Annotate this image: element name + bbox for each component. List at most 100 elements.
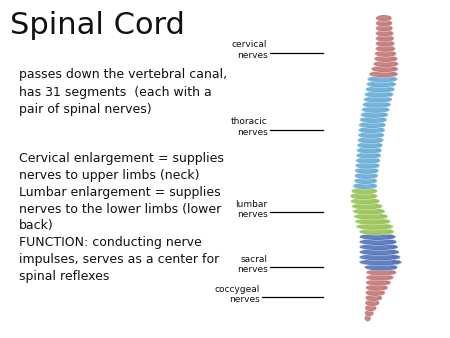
Ellipse shape (375, 45, 395, 52)
Ellipse shape (378, 296, 382, 300)
Ellipse shape (361, 106, 390, 113)
Ellipse shape (386, 230, 394, 234)
Ellipse shape (375, 50, 396, 57)
Ellipse shape (391, 255, 400, 259)
Ellipse shape (364, 91, 394, 98)
Ellipse shape (362, 101, 391, 108)
Ellipse shape (374, 55, 398, 62)
Ellipse shape (383, 107, 389, 112)
Ellipse shape (373, 199, 379, 203)
Ellipse shape (379, 128, 385, 132)
Ellipse shape (359, 122, 386, 128)
Ellipse shape (371, 194, 377, 198)
Ellipse shape (382, 285, 388, 290)
Ellipse shape (351, 188, 378, 194)
Ellipse shape (375, 35, 394, 42)
Ellipse shape (360, 112, 388, 118)
Ellipse shape (355, 167, 379, 174)
Ellipse shape (380, 290, 385, 295)
Ellipse shape (390, 250, 399, 254)
Ellipse shape (391, 46, 395, 51)
Ellipse shape (358, 127, 385, 134)
Ellipse shape (365, 289, 385, 296)
Ellipse shape (359, 259, 402, 266)
Ellipse shape (387, 92, 393, 97)
Ellipse shape (375, 40, 395, 47)
Ellipse shape (369, 71, 398, 77)
Ellipse shape (391, 51, 396, 56)
Ellipse shape (351, 203, 382, 210)
Ellipse shape (389, 245, 398, 249)
Ellipse shape (392, 56, 397, 61)
Ellipse shape (366, 279, 391, 286)
Ellipse shape (359, 244, 398, 250)
Ellipse shape (354, 213, 388, 220)
Ellipse shape (350, 193, 378, 199)
Ellipse shape (357, 142, 383, 149)
Ellipse shape (355, 162, 380, 169)
Ellipse shape (390, 77, 397, 81)
Ellipse shape (373, 173, 378, 178)
Ellipse shape (384, 102, 391, 107)
Ellipse shape (378, 209, 385, 214)
Text: lumbar
nerves: lumbar nerves (235, 199, 267, 219)
Text: Cervical enlargement = supplies
nerves to upper limbs (neck)
Lumbar enlargement : Cervical enlargement = supplies nerves t… (19, 152, 224, 283)
Ellipse shape (359, 254, 400, 261)
Ellipse shape (353, 208, 385, 215)
Ellipse shape (356, 152, 381, 159)
Ellipse shape (369, 316, 371, 320)
Text: Spinal Cord: Spinal Cord (10, 11, 185, 41)
Ellipse shape (376, 25, 393, 32)
Ellipse shape (371, 189, 377, 193)
Ellipse shape (363, 96, 392, 103)
Ellipse shape (359, 249, 400, 256)
Text: cervical
nerves: cervical nerves (232, 40, 267, 60)
Ellipse shape (365, 86, 395, 93)
Ellipse shape (366, 269, 396, 276)
Ellipse shape (364, 264, 398, 271)
Ellipse shape (384, 224, 393, 229)
Ellipse shape (373, 168, 378, 173)
Ellipse shape (392, 67, 398, 71)
Ellipse shape (355, 218, 391, 225)
Ellipse shape (365, 299, 379, 306)
Ellipse shape (371, 184, 377, 188)
Ellipse shape (378, 138, 383, 142)
Ellipse shape (376, 30, 393, 37)
Ellipse shape (388, 87, 395, 92)
Ellipse shape (390, 265, 397, 270)
Ellipse shape (365, 294, 382, 301)
Ellipse shape (385, 97, 392, 102)
Ellipse shape (356, 223, 393, 230)
Ellipse shape (364, 315, 371, 321)
Ellipse shape (389, 82, 396, 87)
Ellipse shape (382, 219, 390, 224)
Ellipse shape (387, 275, 393, 280)
Ellipse shape (371, 66, 398, 72)
Ellipse shape (387, 235, 395, 239)
Ellipse shape (367, 76, 397, 82)
Ellipse shape (376, 301, 379, 305)
Ellipse shape (388, 16, 392, 20)
Ellipse shape (365, 305, 377, 311)
Ellipse shape (351, 198, 380, 204)
Ellipse shape (360, 117, 387, 123)
Ellipse shape (377, 143, 382, 147)
Ellipse shape (389, 26, 393, 30)
Ellipse shape (375, 153, 381, 158)
Ellipse shape (358, 132, 384, 139)
Ellipse shape (379, 123, 386, 127)
Ellipse shape (372, 311, 374, 315)
Ellipse shape (374, 158, 380, 163)
Ellipse shape (392, 260, 401, 265)
Text: passes down the vertebral canal,
has 31 segments  (each with a
pair of spinal ne: passes down the vertebral canal, has 31 … (19, 68, 227, 116)
Ellipse shape (364, 310, 373, 316)
Ellipse shape (366, 274, 394, 281)
Ellipse shape (354, 177, 377, 184)
Ellipse shape (382, 113, 388, 117)
Text: thoracic
nerves: thoracic nerves (231, 117, 267, 137)
Text: coccygeal
nerves: coccygeal nerves (214, 285, 260, 305)
Ellipse shape (378, 133, 384, 137)
Text: sacral
nerves: sacral nerves (237, 255, 267, 274)
Ellipse shape (373, 61, 399, 67)
